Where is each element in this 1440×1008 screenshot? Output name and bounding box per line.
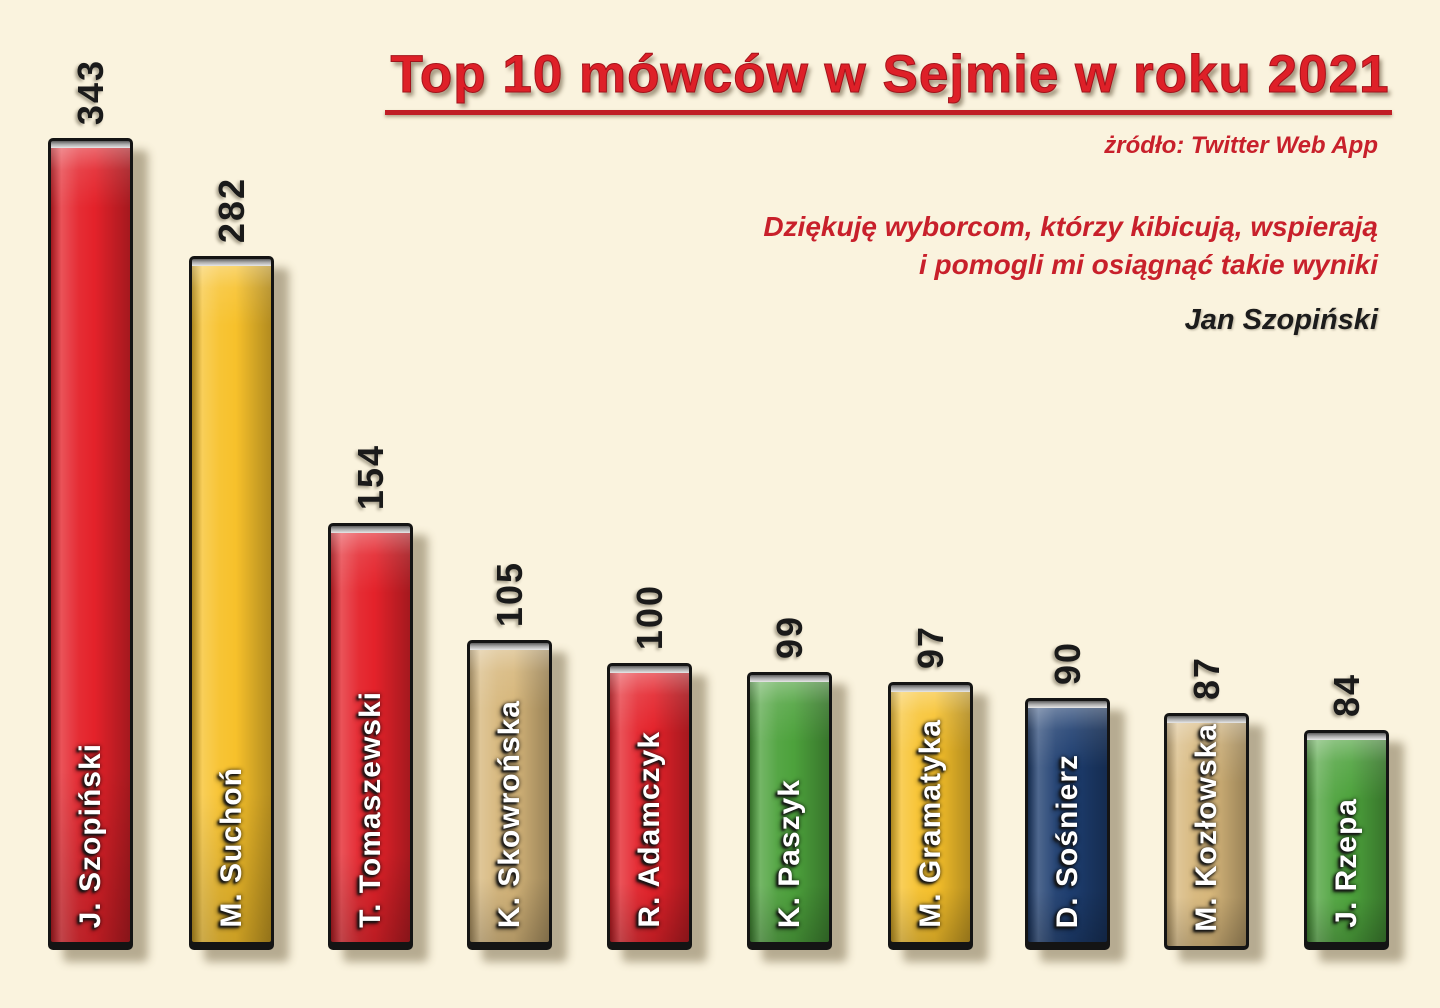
bar-body: K. Skowrońska xyxy=(470,650,549,942)
bar-top-cap xyxy=(891,685,970,692)
bar-body: M. Suchoń xyxy=(192,266,271,942)
bar-body: R. Adamczyk xyxy=(610,673,689,942)
source-note: żródło: Twitter Web App xyxy=(1104,132,1378,159)
bar-10: J. Rzepa xyxy=(1304,730,1389,950)
bar-value-label: 154 xyxy=(349,443,391,510)
bar-group-9: 87 M. Kozłowska xyxy=(1164,656,1249,950)
bar-value-label: 97 xyxy=(909,624,951,669)
bar-group-1: 343 J. Szopiński xyxy=(48,59,133,950)
bar-top-cap xyxy=(470,643,549,650)
bar-value-label: 87 xyxy=(1185,655,1227,700)
bar-group-7: 97 M. Gramatyka xyxy=(888,625,973,950)
bar-top-cap xyxy=(331,526,410,533)
bar-top-cap xyxy=(51,141,130,148)
bar-body: T. Tomaszewski xyxy=(331,533,410,942)
bar-5: R. Adamczyk xyxy=(607,663,692,950)
bar-top-cap xyxy=(1307,733,1386,740)
bar-category-label: K. Paszyk xyxy=(772,778,806,928)
bar-group-2: 282 M. Suchoń xyxy=(189,177,274,950)
bar-3: T. Tomaszewski xyxy=(328,523,413,950)
bar-top-cap xyxy=(192,259,271,266)
quote-line-1: Dziękuję wyborcom, którzy kibicują, wspi… xyxy=(763,211,1378,242)
bar-body: M. Gramatyka xyxy=(891,692,970,942)
bar-body: M. Kozłowska xyxy=(1167,723,1246,946)
bar-group-3: 154 T. Tomaszewski xyxy=(328,444,413,950)
bar-category-label: K. Skowrońska xyxy=(492,699,526,928)
bar-top-cap xyxy=(750,675,829,682)
bar-top-cap xyxy=(1028,701,1107,708)
bar-category-label: M. Kozłowska xyxy=(1189,723,1223,932)
bar-value-label: 84 xyxy=(1325,672,1367,717)
bar-value-label: 99 xyxy=(768,614,810,659)
bar-group-8: 90 D. Sośnierz xyxy=(1025,641,1110,950)
bar-9: M. Kozłowska xyxy=(1164,713,1249,950)
bar-body: K. Paszyk xyxy=(750,682,829,942)
bar-value-label: 282 xyxy=(210,176,252,243)
quote-attribution: Jan Szopiński xyxy=(1184,304,1378,336)
bar-1: J. Szopiński xyxy=(48,138,133,950)
bar-value-label: 343 xyxy=(69,58,111,125)
bar-group-4: 105 K. Skowrońska xyxy=(467,561,552,950)
bar-top-cap xyxy=(610,666,689,673)
bar-group-5: 100 R. Adamczyk xyxy=(607,584,692,950)
bar-category-label: M. Gramatyka xyxy=(913,719,947,928)
bar-top-cap xyxy=(1167,716,1246,723)
bar-value-label: 100 xyxy=(628,583,670,650)
bar-body: D. Sośnierz xyxy=(1028,708,1107,942)
quote-line-2: i pomogli mi osiągnąć takie wyniki xyxy=(918,249,1378,280)
quote-block: Dziękuję wyborcom, którzy kibicują, wspi… xyxy=(763,208,1378,339)
bar-body: J. Szopiński xyxy=(51,148,130,942)
bar-7: M. Gramatyka xyxy=(888,682,973,950)
bar-group-6: 99 K. Paszyk xyxy=(747,615,832,950)
bar-8: D. Sośnierz xyxy=(1025,698,1110,950)
bar-body: J. Rzepa xyxy=(1307,740,1386,942)
bar-6: K. Paszyk xyxy=(747,672,832,950)
bar-4: K. Skowrońska xyxy=(467,640,552,950)
chart-title: Top 10 mówców w Sejmie w roku 2021 xyxy=(390,45,1390,105)
bar-category-label: J. Rzepa xyxy=(1329,798,1363,928)
bar-category-label: M. Suchoń xyxy=(214,767,248,928)
bar-category-label: R. Adamczyk xyxy=(632,731,666,928)
title-underline xyxy=(385,110,1392,115)
bar-value-label: 90 xyxy=(1046,640,1088,685)
bar-2: M. Suchoń xyxy=(189,256,274,950)
bar-value-label: 105 xyxy=(488,560,530,627)
bar-category-label: J. Szopiński xyxy=(73,742,107,928)
bar-group-10: 84 J. Rzepa xyxy=(1304,673,1389,950)
bar-category-label: T. Tomaszewski xyxy=(353,691,387,928)
bar-category-label: D. Sośnierz xyxy=(1050,753,1084,928)
